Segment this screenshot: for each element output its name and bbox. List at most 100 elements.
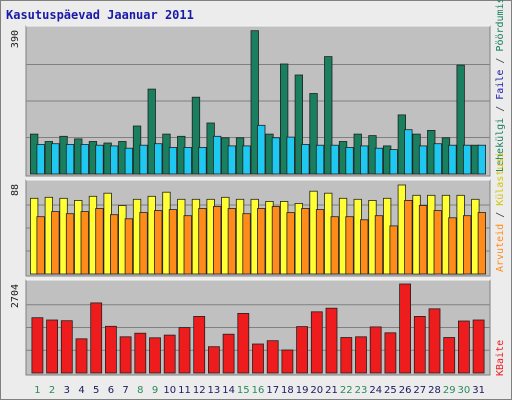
bar-kbytes-day-6 <box>105 325 117 374</box>
bar-visits-day-20 <box>315 209 325 275</box>
bar-kbytes-day-22 <box>340 337 353 374</box>
bar-files-day-22 <box>345 146 354 175</box>
legend-separator: / <box>495 100 506 118</box>
y-max-label: 390 <box>10 30 21 48</box>
bar-visits-day-24 <box>374 215 384 275</box>
bar-kbytes-day-19 <box>296 326 309 374</box>
bar-kbytes-day-18 <box>281 349 294 374</box>
legend-pages: Lehekülgi <box>495 118 506 172</box>
bar-kbytes-day-13 <box>207 346 220 374</box>
bar-files-day-7 <box>124 147 133 175</box>
bar-kbytes-day-7 <box>119 336 132 374</box>
bar-pages-day-21 <box>324 56 333 175</box>
bar-pages-day-18 <box>279 63 289 175</box>
bar-pages-day-16 <box>250 30 259 175</box>
bar-files-day-6 <box>110 145 119 175</box>
bar-visits-day-11 <box>183 215 192 275</box>
bar-files-day-12 <box>198 146 207 175</box>
bar-files-day-24 <box>374 147 384 175</box>
bar-visits-day-22 <box>345 216 354 275</box>
x-tick-label-day-26: 26 <box>399 385 412 396</box>
legend-files: Faile <box>495 70 506 100</box>
bar-kbytes-day-4 <box>75 338 88 374</box>
bar-visits-day-29 <box>448 217 457 275</box>
legend-top-panel: Lehekülgi / Faile / Pöördumisi <box>495 0 506 172</box>
bar-files-day-18 <box>286 136 295 175</box>
bar-kbytes-day-9 <box>149 337 161 374</box>
chart-panel-2: 88 <box>10 179 491 277</box>
bar-kbytes-day-5 <box>90 302 103 374</box>
bar-visits-day-3 <box>65 213 75 275</box>
bar-files-day-10 <box>168 146 178 175</box>
bar-visits-day-17 <box>271 206 281 275</box>
bar-files-day-16 <box>257 124 266 175</box>
x-tick-label-day-31: 31 <box>472 385 485 396</box>
bar-files-day-15 <box>242 145 251 175</box>
bar-files-day-5 <box>95 144 104 175</box>
bar-visits-day-16 <box>257 208 266 275</box>
bar-visits-day-31 <box>477 212 487 275</box>
bar-kbytes-day-28 <box>428 308 441 374</box>
x-tick-label-day-12: 12 <box>193 385 206 396</box>
bar-visits-day-27 <box>418 205 428 275</box>
bar-kbytes-day-26 <box>399 283 412 374</box>
legend-hosts: Arvuteid <box>495 224 506 272</box>
chart-title: Kasutuspäevad Jaanuar 2011 <box>6 8 194 22</box>
bar-visits-day-21 <box>330 216 339 275</box>
bar-pages-day-20 <box>309 93 318 175</box>
chart-panel-1: 390 <box>10 25 491 177</box>
legend-separator: / <box>495 206 506 224</box>
bar-files-day-11 <box>183 146 192 175</box>
bar-visits-day-18 <box>286 212 295 275</box>
x-tick-label-day-8: 8 <box>137 385 143 396</box>
bar-visits-day-19 <box>301 208 310 275</box>
x-tick-label-day-11: 11 <box>178 385 191 396</box>
bar-visits-day-15 <box>242 213 251 275</box>
bar-visits-day-7 <box>124 218 133 275</box>
legend-separator: / <box>495 52 506 70</box>
x-tick-label-day-21: 21 <box>325 385 338 396</box>
bar-files-day-2 <box>51 143 60 175</box>
bar-kbytes-day-21 <box>325 307 338 374</box>
bar-kbytes-day-11 <box>178 327 191 374</box>
bar-files-day-14 <box>227 145 237 175</box>
x-tick-label-day-30: 30 <box>458 385 471 396</box>
x-tick-label-day-19: 19 <box>296 385 309 396</box>
x-tick-label-day-25: 25 <box>384 385 397 396</box>
bar-pages-day-12 <box>191 96 201 175</box>
legend-bottom-panel: KBaite <box>495 340 506 376</box>
y-max-label: 88 <box>10 184 21 196</box>
bar-visits-day-5 <box>95 208 104 275</box>
legend-hits: Külastusi <box>495 152 506 206</box>
x-tick-label-day-13: 13 <box>208 385 221 396</box>
bar-visits-day-10 <box>168 209 178 275</box>
x-tick-label-day-20: 20 <box>310 385 323 396</box>
bar-kbytes-day-14 <box>222 333 235 374</box>
bar-files-day-23 <box>360 145 369 175</box>
bar-files-day-30 <box>462 144 472 175</box>
bar-kbytes-day-25 <box>384 332 397 374</box>
bar-files-day-4 <box>80 144 89 175</box>
bar-kbytes-day-24 <box>369 326 382 374</box>
x-tick-label-day-5: 5 <box>93 385 99 396</box>
legend-middle-panel: Arvuteid / Külastusi <box>495 152 506 272</box>
x-tick-label-day-2: 2 <box>49 385 55 396</box>
bar-files-day-13 <box>212 135 222 175</box>
bar-kbytes-day-12 <box>193 315 206 374</box>
x-tick-label-day-3: 3 <box>64 385 70 396</box>
bar-kbytes-day-2 <box>46 319 58 374</box>
x-tick-label-day-4: 4 <box>78 385 84 396</box>
bar-files-day-19 <box>301 144 310 175</box>
bar-files-day-17 <box>271 137 281 175</box>
bar-visits-day-4 <box>80 211 89 275</box>
bar-files-day-28 <box>433 143 442 175</box>
bar-kbytes-day-23 <box>355 336 367 374</box>
bar-kbytes-day-31 <box>472 319 485 374</box>
bar-visits-day-8 <box>139 212 148 275</box>
bar-kbytes-day-15 <box>237 312 250 374</box>
x-tick-label-day-14: 14 <box>222 385 235 396</box>
bar-visits-day-25 <box>389 225 398 275</box>
bar-files-day-3 <box>65 144 75 175</box>
x-tick-label-day-22: 22 <box>340 385 353 396</box>
bar-pages-day-30 <box>456 64 465 175</box>
